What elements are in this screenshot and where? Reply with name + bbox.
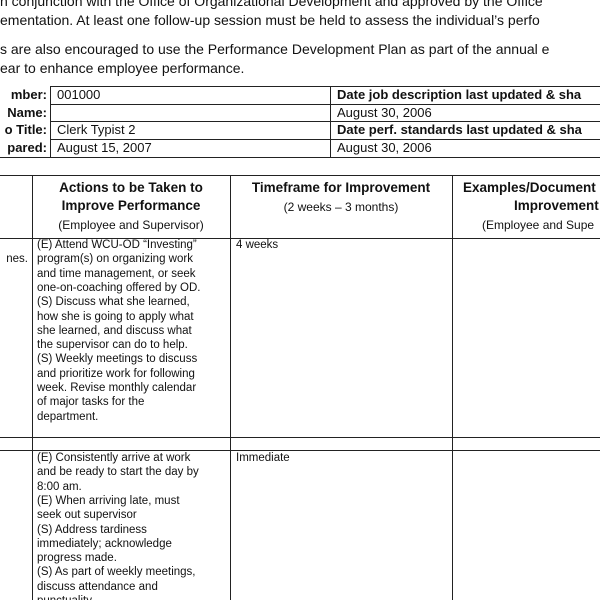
field-right: Date perf. standards last updated & sha xyxy=(337,122,582,137)
action-line: discuss attendance and xyxy=(37,580,158,593)
action-line: seek out supervisor xyxy=(37,509,137,522)
action-line: progress made. xyxy=(37,552,117,565)
action-line: immediately; acknowledge xyxy=(37,537,172,550)
action-line: punctuality. xyxy=(37,595,94,600)
rule xyxy=(50,104,600,105)
header: Improvement xyxy=(514,198,599,213)
field-label: o Title: xyxy=(4,122,47,137)
field-label: pared: xyxy=(7,140,47,155)
action-line: (E) Attend WCU-OD “Investing” xyxy=(37,239,197,251)
rule xyxy=(50,139,600,140)
rule xyxy=(0,175,600,176)
action-line: (S) Address tardiness xyxy=(37,523,147,536)
field-right: August 30, 2006 xyxy=(337,140,432,155)
header-sub: (Employee and Supervisor) xyxy=(58,218,204,232)
action-line: and be ready to start the day by xyxy=(37,466,199,479)
field-right: August 30, 2006 xyxy=(337,105,432,120)
action-line: the supervisor can do to help. xyxy=(37,339,188,352)
rule xyxy=(230,175,231,600)
field-value: Clerk Typist 2 xyxy=(57,122,136,137)
rule xyxy=(0,157,600,158)
action-line: and time management, or seek xyxy=(37,267,196,280)
timeframe: Immediate xyxy=(236,452,290,464)
action-line: and prioritize work for following xyxy=(37,367,195,380)
rule xyxy=(50,86,600,87)
header-sub: (Employee and Supe xyxy=(482,218,595,232)
header: Timeframe for Improvement xyxy=(251,180,431,195)
action-line: (S) Discuss what she learned, xyxy=(37,296,190,309)
action-line: department. xyxy=(37,410,99,423)
header-sub: (2 weeks – 3 months) xyxy=(283,200,399,214)
cell-text: nes. xyxy=(6,253,28,265)
action-line: one-on-coaching offered by OD. xyxy=(37,281,201,294)
header: Examples/Document xyxy=(463,180,596,195)
timeframe: 4 weeks xyxy=(236,239,279,251)
field-right: Date job description last updated & sha xyxy=(337,87,582,102)
action-line: she learned, and discuss what xyxy=(37,324,192,337)
action-line: week. Revise monthly calendar xyxy=(37,382,197,394)
intro-line: n conjunction with the Office of Organiz… xyxy=(0,0,543,9)
header: Improve Performance xyxy=(61,198,201,213)
intro-line: s are also encouraged to use the Perform… xyxy=(0,41,550,57)
intro-line: ementation. At least one follow-up sessi… xyxy=(0,12,540,28)
field-label: mber: xyxy=(10,87,47,102)
intro-line: ear to enhance employee performance. xyxy=(0,60,245,76)
rule xyxy=(330,86,331,157)
action-line: (E) Consistently arrive at work xyxy=(37,452,191,464)
header: Actions to be Taken to xyxy=(59,180,203,195)
rule xyxy=(50,121,600,122)
rule xyxy=(0,238,600,239)
field-value: 001000 xyxy=(57,87,101,102)
action-line: (E) When arriving late, must xyxy=(37,494,180,507)
action-line: (S) As part of weekly meetings, xyxy=(37,566,196,579)
action-line: program(s) on organizing work xyxy=(37,253,193,266)
rule xyxy=(32,175,33,600)
action-line: 8:00 am. xyxy=(37,480,82,493)
field-label: Name: xyxy=(7,105,47,120)
action-line: how she is going to apply what xyxy=(37,310,194,323)
action-line: (S) Weekly meetings to discuss xyxy=(37,353,198,366)
rule xyxy=(50,86,51,157)
field-value: August 15, 2007 xyxy=(57,140,152,155)
rule xyxy=(452,175,453,600)
rule xyxy=(0,450,600,451)
action-line: of major tasks for the xyxy=(37,396,145,409)
rule xyxy=(0,437,600,438)
